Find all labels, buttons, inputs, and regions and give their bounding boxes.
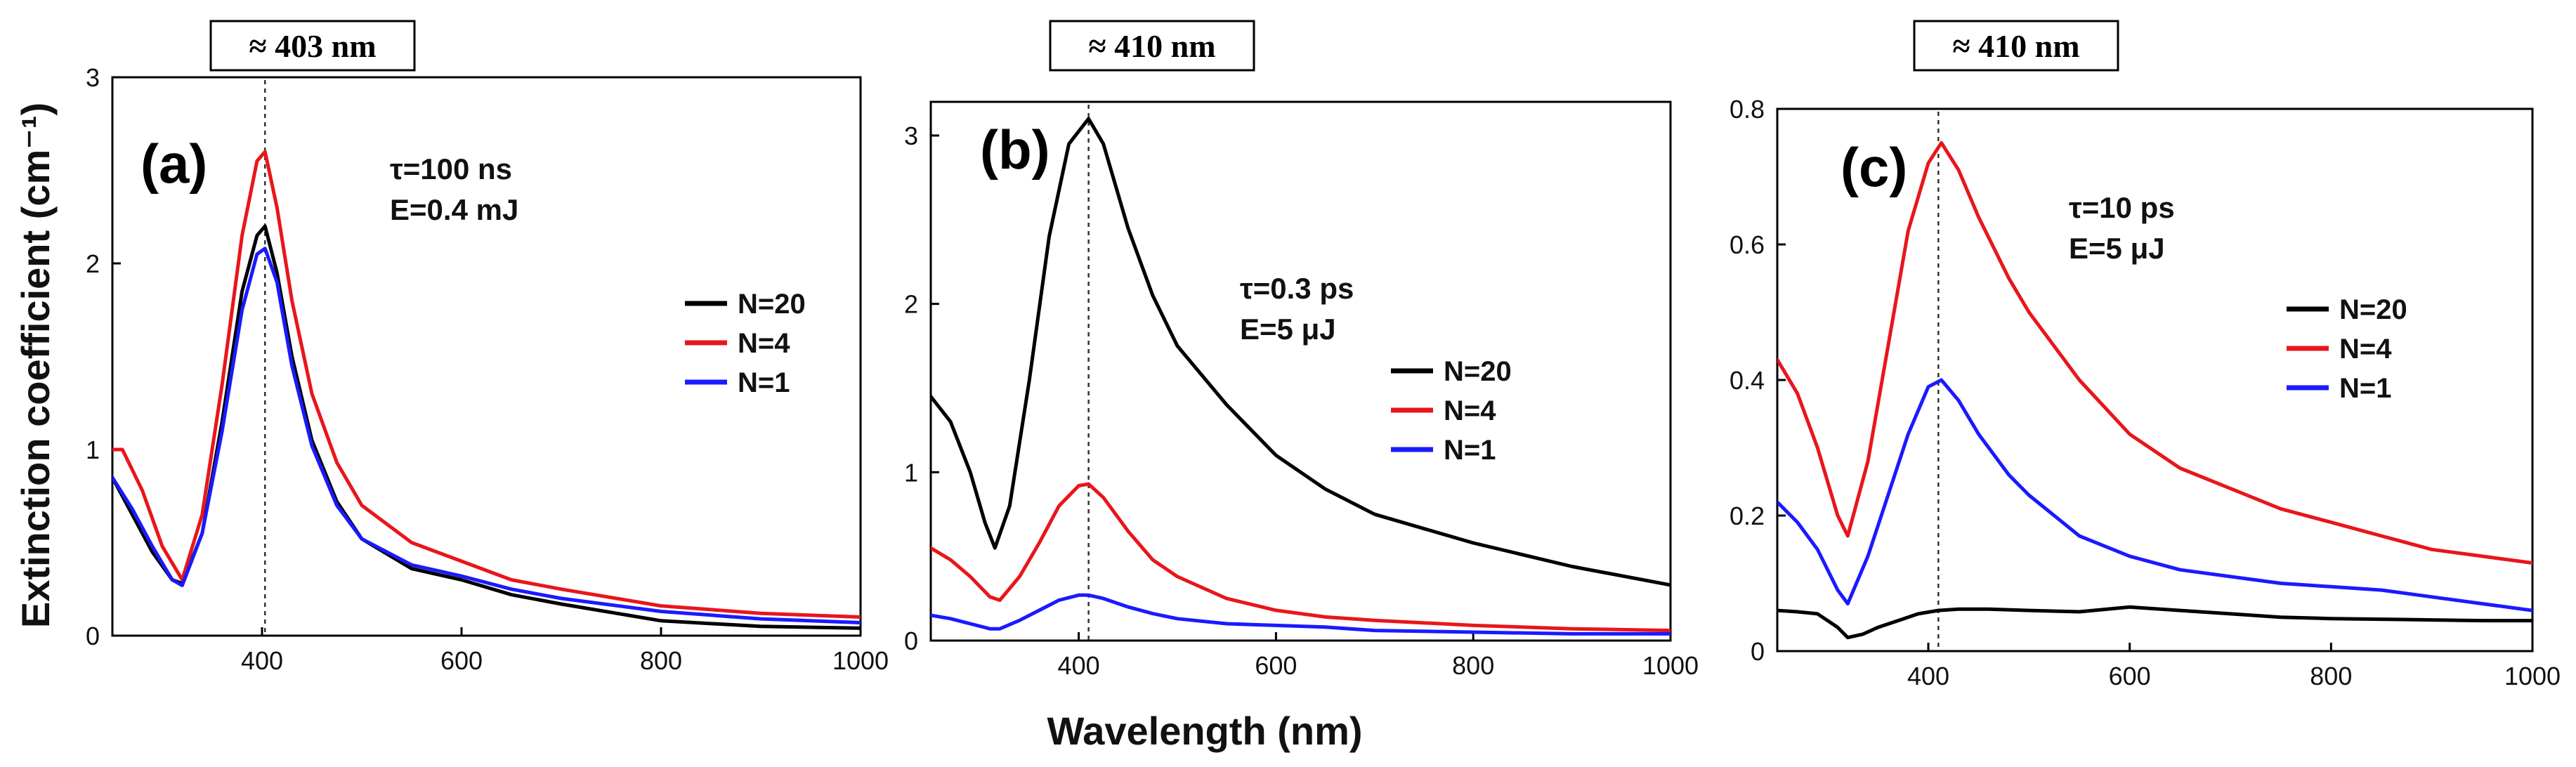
panel-b: 400 600 800 1000 0 1 2 3 (b) ≈ 410 nm τ=0.3 ps E=5 … [904, 20, 1699, 680]
panel-c-x-tick-label: 1000 [2504, 662, 2561, 690]
panel-a-legend-label: N=4 [738, 328, 790, 359]
panel-c-legend-label: N=1 [2339, 373, 2392, 404]
panel-b-y-tick-label: 2 [904, 290, 918, 319]
panel-b-legend-label: N=4 [1444, 395, 1496, 426]
panel-c-series-n4 [1777, 140, 2532, 565]
panel-b-x-tick-label: 400 [1058, 651, 1100, 680]
panel-b-annotation-line: E=5 μJ [1240, 313, 1336, 346]
panel-a-annotation-line: E=0.4 mJ [390, 193, 518, 226]
panel-a-plot-frame [111, 76, 862, 637]
panel-b-x-tick-label: 1000 [1642, 651, 1699, 680]
panel-a-series-n1 [112, 247, 861, 624]
panel-a-legend-label: N=1 [738, 367, 790, 398]
panel-a-annotation-line: τ=100 ns [390, 152, 512, 185]
panel-b-plot-frame [929, 100, 1672, 642]
panel-a: 400 600 800 1000 0 1 2 3 (a) ≈ 403 nm τ=100 ns E=0.… [86, 20, 889, 675]
panel-a-y-tick-label: 1 [86, 435, 100, 464]
panel-c-annotation-line: τ=10 ps [2069, 191, 2175, 224]
panel-b-letter: (b) [980, 119, 1050, 181]
panel-b-y-tick-label: 1 [904, 458, 918, 487]
panel-a-legend-label: N=20 [738, 289, 806, 320]
panel-a-y-tick-label: 2 [86, 249, 100, 278]
panel-c-legend-label: N=20 [2339, 294, 2407, 325]
panel-c-annotation-line: E=5 μJ [2069, 232, 2165, 265]
panel-b-y-tick-label: 0 [904, 627, 918, 655]
panel-a-peak-label: ≈ 403 nm [249, 28, 376, 64]
panel-c-y-tick-label: 0.4 [1730, 366, 1765, 395]
panel-a-x-tick-label: 400 [241, 646, 283, 675]
panel-b-legend-label: N=20 [1444, 356, 1512, 387]
panel-b-legend-label: N=1 [1444, 435, 1496, 466]
panel-c-legend-label: N=4 [2339, 334, 2392, 365]
panel-a-y-tick-label: 3 [86, 63, 100, 92]
panel-c-y-tick-label: 0.8 [1730, 95, 1765, 124]
panel-c-y-tick-label: 0.2 [1730, 501, 1765, 530]
panel-c-x-tick-label: 400 [1907, 662, 1949, 690]
panel-a-peak-box [209, 20, 416, 72]
panel-b-annotation-line: τ=0.3 ps [1240, 272, 1354, 305]
panel-a-letter: (a) [140, 133, 207, 195]
panel-c-x-tick-label: 600 [2109, 662, 2151, 690]
panel-b-x-tick-label: 800 [1452, 651, 1494, 680]
panel-c-letter: (c) [1841, 136, 1907, 198]
y-axis-title: Extinction coefficient (cm⁻¹) [13, 103, 58, 628]
panel-a-x-tick-label: 800 [640, 646, 682, 675]
panel-b-x-tick-label: 600 [1255, 651, 1297, 680]
panel-a-series-n4 [112, 150, 861, 619]
panel-b-y-tick-label: 3 [904, 122, 918, 150]
panel-c-x-tick-label: 800 [2310, 662, 2352, 690]
panel-c-y-tick-label: 0 [1751, 637, 1765, 666]
panel-c-y-tick-label: 0.6 [1730, 230, 1765, 259]
panel-b-series-n20 [931, 117, 1671, 587]
panel-c-peak-box [1913, 20, 2119, 72]
x-axis-title: Wavelength (nm) [1047, 709, 1362, 753]
panel-a-x-tick-label: 1000 [832, 646, 889, 675]
panel-c-peak-label: ≈ 410 nm [1952, 28, 2079, 64]
panel-a-y-tick-label: 0 [86, 622, 100, 650]
panel-b-series-n4 [931, 482, 1671, 633]
panel-c: 400 600 800 1000 0 0.2 0.4 0.6 0.8 (c) ≈ 410 nm τ=1… [1730, 20, 2561, 690]
panel-c-series-n20 [1777, 605, 2532, 640]
panel-b-peak-box [1049, 20, 1255, 72]
panel-c-series-n1 [1777, 378, 2532, 612]
panel-b-series-n1 [931, 593, 1671, 636]
panel-a-series-n20 [112, 224, 861, 630]
panel-b-peak-label: ≈ 410 nm [1088, 28, 1215, 64]
panel-a-x-tick-label: 600 [440, 646, 483, 675]
